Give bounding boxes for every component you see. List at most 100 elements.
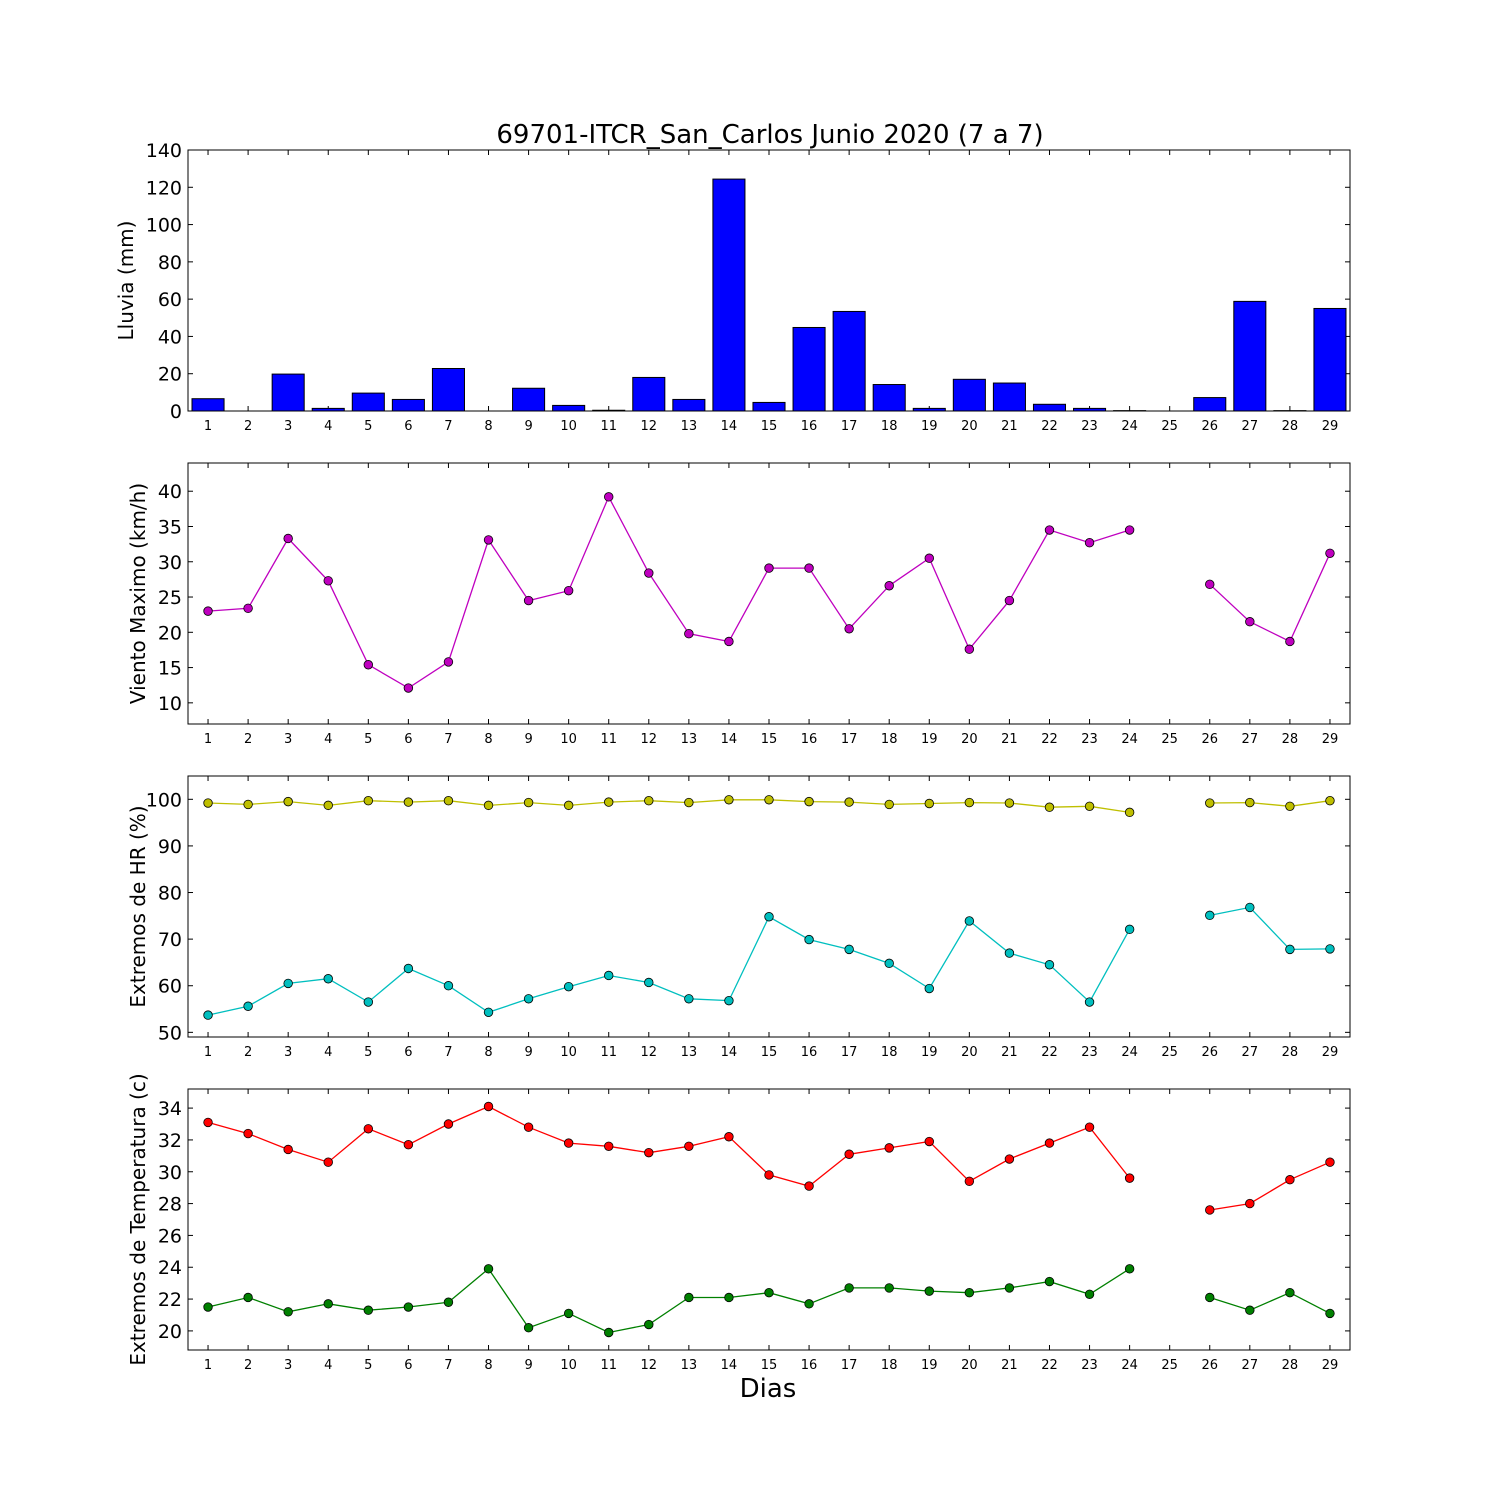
data-point xyxy=(1044,1138,1055,1148)
data-point xyxy=(283,796,293,807)
y-tick-label: 30 xyxy=(158,552,182,574)
rain-bar xyxy=(632,376,666,412)
x-tick-label: 19 xyxy=(921,1045,938,1060)
data-point xyxy=(1205,1292,1215,1303)
x-tick-label: 25 xyxy=(1161,419,1178,434)
rain-bar xyxy=(832,310,866,412)
data-point xyxy=(1044,1276,1055,1287)
data-point xyxy=(1245,1305,1255,1315)
data-point xyxy=(363,796,374,806)
data-point xyxy=(1325,1157,1335,1167)
data-point xyxy=(884,1143,894,1153)
data-point xyxy=(1285,1175,1295,1185)
rain-bar xyxy=(912,407,946,412)
x-tick-label: 28 xyxy=(1282,732,1299,747)
y-tick-label: 24 xyxy=(158,1257,182,1279)
x-tick-label: 27 xyxy=(1242,732,1259,747)
data-point xyxy=(203,798,213,808)
x-tick-label: 22 xyxy=(1041,1045,1058,1060)
data-point xyxy=(203,1117,213,1128)
data-point xyxy=(644,1319,654,1330)
rain-bar xyxy=(712,178,746,412)
x-tick-label: 25 xyxy=(1161,1358,1178,1373)
y-tick-label: 20 xyxy=(158,1321,182,1343)
data-point xyxy=(1124,1264,1135,1274)
x-tick-label: 8 xyxy=(484,732,492,747)
data-point xyxy=(523,994,534,1004)
x-tick-label: 28 xyxy=(1282,419,1299,434)
x-tick-label: 9 xyxy=(524,732,532,747)
x-tick-label: 22 xyxy=(1041,419,1058,434)
data-point xyxy=(203,1302,213,1312)
y-tick-label: 60 xyxy=(158,976,182,998)
data-point xyxy=(443,1119,454,1129)
y-tick-label: 20 xyxy=(158,622,182,644)
x-tick-label: 22 xyxy=(1041,1358,1058,1373)
data-point xyxy=(884,799,894,810)
data-point xyxy=(604,1141,614,1151)
x-tick-label: 12 xyxy=(641,1045,658,1060)
data-point xyxy=(724,995,734,1006)
data-point xyxy=(804,1181,814,1191)
data-point xyxy=(563,1308,574,1319)
x-tick-label: 14 xyxy=(721,1045,738,1060)
x-tick-label: 24 xyxy=(1121,732,1138,747)
data-point xyxy=(1205,579,1215,590)
x-tick-label: 27 xyxy=(1242,419,1259,434)
x-tick-label: 6 xyxy=(404,419,412,434)
data-point xyxy=(443,981,454,991)
data-point xyxy=(403,797,414,807)
y-tick-label: 140 xyxy=(146,140,182,162)
data-point xyxy=(1084,538,1095,548)
data-point xyxy=(483,535,494,545)
y-axis-label: Extremos de HR (%) xyxy=(126,805,150,1007)
data-point xyxy=(1285,1288,1295,1298)
data-point xyxy=(563,981,574,992)
data-point xyxy=(203,1010,213,1020)
x-tick-label: 21 xyxy=(1001,1358,1018,1373)
data-point xyxy=(283,533,293,544)
data-point xyxy=(443,796,454,806)
y-tick-label: 10 xyxy=(158,693,182,715)
data-point xyxy=(323,1299,333,1309)
x-tick-label: 8 xyxy=(484,1358,492,1373)
data-point xyxy=(724,1132,734,1142)
x-tick-label: 11 xyxy=(600,732,617,747)
x-tick-label: 2 xyxy=(244,1358,252,1373)
data-point xyxy=(1245,902,1255,913)
x-tick-label: 8 xyxy=(484,1045,492,1060)
data-point xyxy=(323,1157,333,1167)
y-tick-label: 34 xyxy=(158,1098,182,1120)
data-point xyxy=(1325,796,1335,806)
data-point xyxy=(804,1299,814,1309)
data-point xyxy=(1084,801,1095,811)
x-tick-label: 4 xyxy=(324,1045,332,1060)
rain-bar xyxy=(1313,307,1347,412)
data-point xyxy=(884,1283,894,1293)
x-tick-label: 25 xyxy=(1161,1045,1178,1060)
x-tick-label: 22 xyxy=(1041,732,1058,747)
data-point xyxy=(443,657,454,667)
data-point xyxy=(243,1001,253,1011)
data-point xyxy=(844,624,854,634)
x-tick-label: 26 xyxy=(1201,732,1218,747)
data-point xyxy=(604,970,614,981)
data-point xyxy=(1245,797,1255,808)
series-line xyxy=(207,1267,1331,1334)
x-tick-label: 24 xyxy=(1121,1045,1138,1060)
data-point xyxy=(844,797,854,807)
x-tick-label: 1 xyxy=(204,1045,212,1060)
data-point xyxy=(363,1305,374,1315)
data-point xyxy=(924,1136,934,1147)
data-point xyxy=(483,1264,494,1274)
rain-bar xyxy=(1193,397,1227,412)
data-point xyxy=(1084,1122,1095,1132)
data-point xyxy=(483,800,494,811)
x-tick-label: 2 xyxy=(244,732,252,747)
x-tick-label: 27 xyxy=(1242,1045,1259,1060)
y-tick-label: 30 xyxy=(158,1162,182,1184)
x-tick-label: 2 xyxy=(244,1045,252,1060)
data-point xyxy=(764,1170,774,1180)
data-point xyxy=(1084,997,1095,1007)
x-tick-label: 23 xyxy=(1081,1358,1098,1373)
